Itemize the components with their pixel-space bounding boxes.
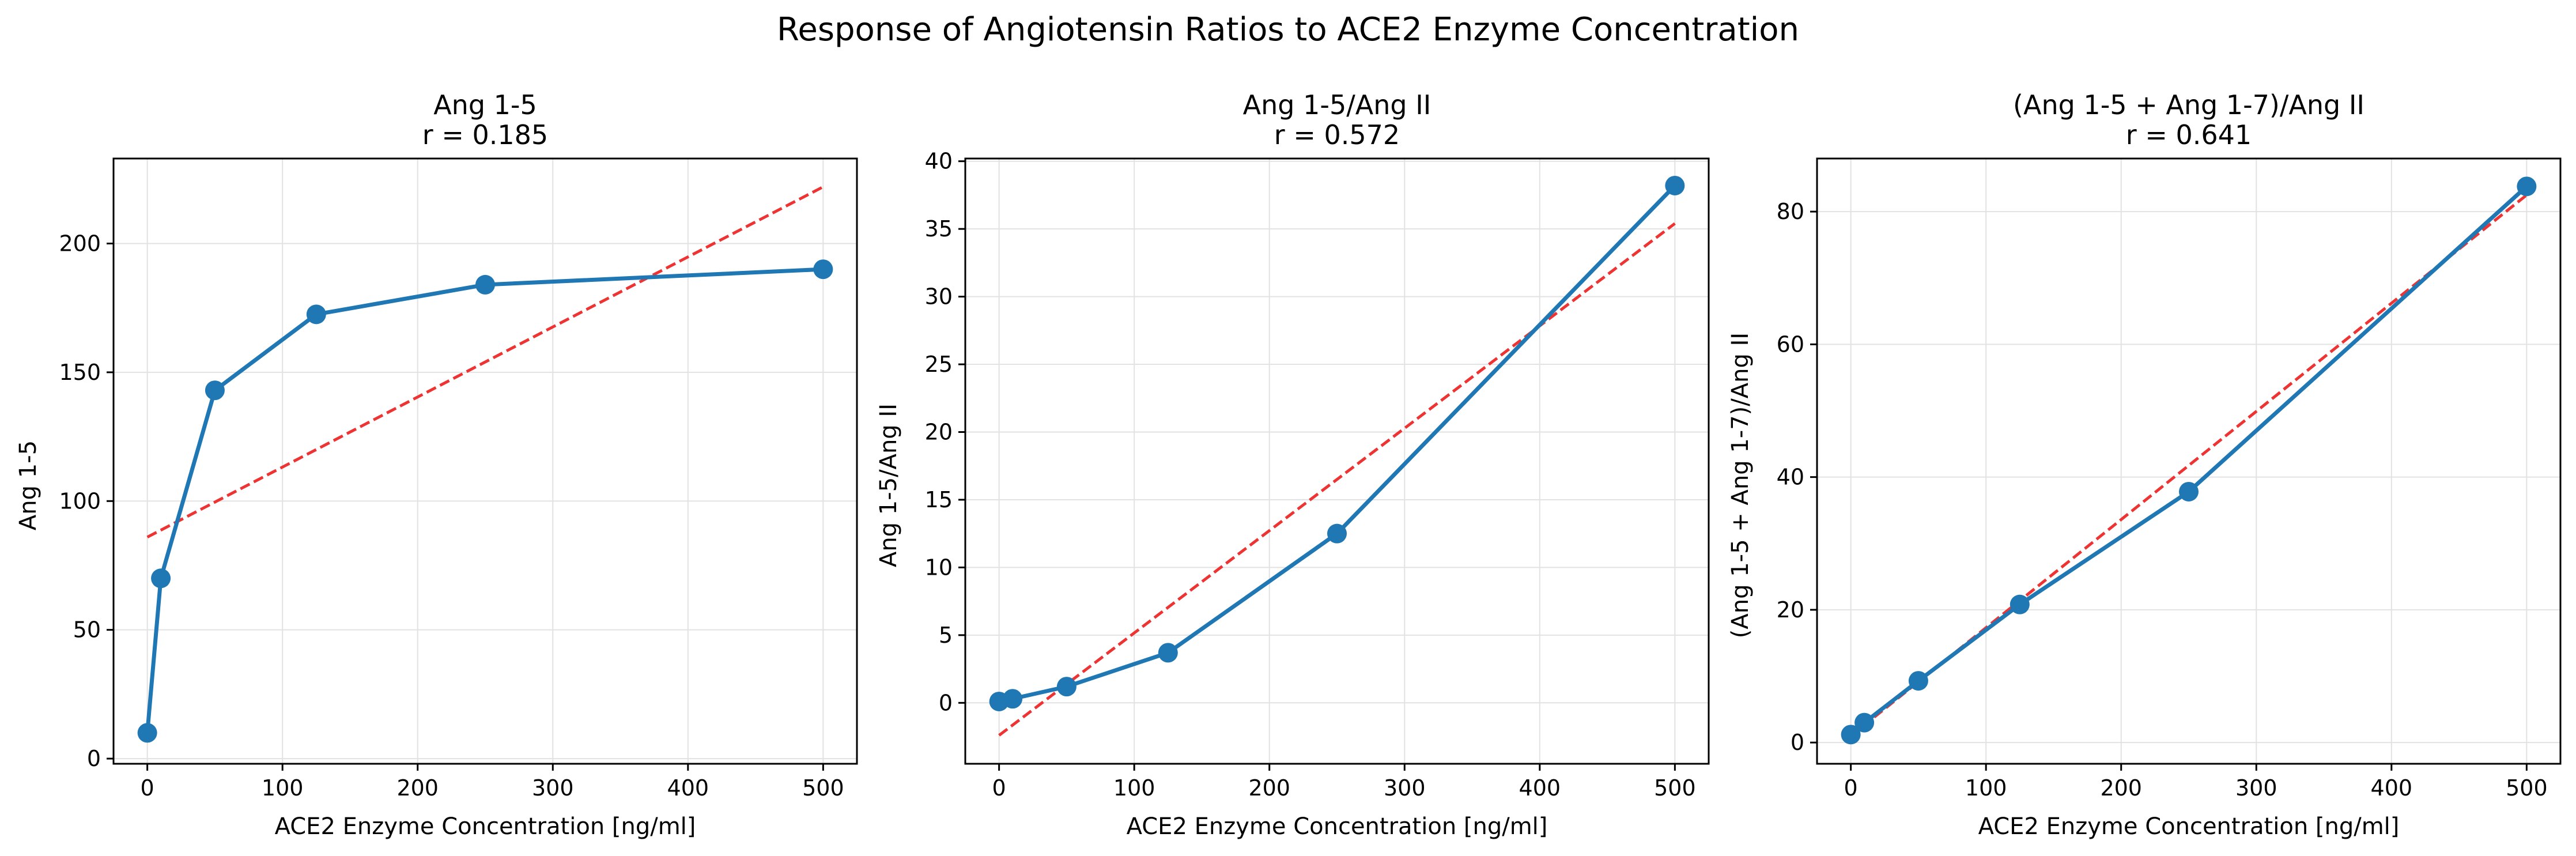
x-tick-label: 500 [2506, 775, 2548, 801]
data-point [1327, 523, 1347, 544]
y-tick-label: 200 [59, 231, 101, 256]
data-point [1056, 677, 1077, 697]
x-tick-label: 200 [2100, 775, 2142, 801]
data-point [475, 274, 495, 295]
y-axis-label: (Ang 1-5 + Ang 1-7)/Ang II [1727, 333, 1754, 638]
data-point [1158, 643, 1178, 663]
x-axis-label: ACE2 Enzyme Concentration [ng/ml] [1978, 813, 2400, 840]
axes-frame [964, 157, 1710, 765]
trend-line [146, 185, 824, 539]
x-tick-label: 400 [667, 775, 709, 801]
x-tick-label: 0 [1844, 775, 1858, 801]
x-axis-label: ACE2 Enzyme Concentration [ng/ml] [275, 813, 696, 840]
y-tick-label: 5 [939, 623, 953, 648]
y-tick-label: 0 [1791, 730, 1804, 755]
panel-correlation: r = 0.641 [2126, 119, 2252, 150]
trend-line [998, 222, 1676, 737]
x-tick-label: 100 [1113, 775, 1155, 801]
data-point [813, 259, 833, 280]
panel-correlation: r = 0.185 [422, 119, 548, 150]
data-point [151, 568, 171, 589]
x-tick-label: 300 [1384, 775, 1426, 801]
y-tick-label: 40 [1777, 465, 1804, 490]
y-tick-label: 15 [925, 487, 953, 512]
figure-suptitle: Response of Angiotensin Ratios to ACE2 E… [777, 11, 1799, 48]
panel-ang15: Ang 1-5 r = 0.185 ACE2 Enzyme Concentrat… [15, 89, 858, 840]
x-tick-label: 0 [141, 775, 154, 801]
x-tick-label: 300 [2235, 775, 2277, 801]
x-tick-label: 400 [1519, 775, 1561, 801]
panel-title: Ang 1-5/Ang II [1243, 89, 1431, 120]
axes-frame [1816, 157, 2562, 765]
data-point [2517, 176, 2537, 197]
data-point [306, 304, 326, 325]
y-tick-label: 80 [1777, 199, 1804, 224]
data-point [1003, 689, 1023, 709]
panel-ang15-ang17-angii: (Ang 1-5 + Ang 1-7)/Ang II r = 0.641 ACE… [1727, 89, 2562, 840]
series-line [145, 267, 824, 733]
x-tick-label: 500 [802, 775, 844, 801]
y-tick-label: 100 [59, 488, 101, 514]
y-axis-label: Ang 1-5/Ang II [875, 404, 902, 567]
data-point [2010, 594, 2030, 614]
data-point [2179, 481, 2199, 501]
data-point [1665, 175, 1685, 195]
x-axis-label: ACE2 Enzyme Concentration [ng/ml] [1127, 813, 1548, 840]
x-tick-label: 500 [1654, 775, 1696, 801]
data-point [137, 723, 157, 743]
data-point [1854, 712, 1875, 733]
panel-title: (Ang 1-5 + Ang 1-7)/Ang II [2013, 89, 2365, 120]
y-tick-label: 25 [925, 352, 953, 377]
y-tick-label: 10 [925, 555, 953, 580]
y-tick-label: 40 [925, 149, 953, 174]
panel-correlation: r = 0.572 [1274, 119, 1400, 150]
x-tick-label: 200 [396, 775, 439, 801]
x-tick-label: 200 [1248, 775, 1290, 801]
y-axis-label: Ang 1-5 [15, 440, 41, 530]
x-tick-label: 0 [992, 775, 1006, 801]
y-tick-label: 20 [925, 419, 953, 444]
data-point [205, 380, 225, 401]
panel-title: Ang 1-5 [433, 89, 537, 120]
y-tick-label: 0 [939, 690, 953, 715]
y-tick-label: 50 [73, 617, 101, 643]
y-tick-label: 60 [1777, 331, 1804, 357]
x-tick-label: 400 [2371, 775, 2413, 801]
data-point [1841, 725, 1861, 745]
x-tick-label: 300 [532, 775, 574, 801]
data-point [1908, 671, 1928, 691]
y-tick-label: 150 [59, 360, 101, 385]
y-tick-label: 20 [1777, 597, 1804, 623]
y-tick-label: 0 [87, 746, 101, 771]
panel-ang15-angii: Ang 1-5/Ang II r = 0.572 ACE2 Enzyme Con… [875, 89, 1710, 840]
y-tick-label: 30 [925, 284, 953, 310]
x-tick-label: 100 [1965, 775, 2007, 801]
x-tick-label: 100 [262, 775, 304, 801]
y-tick-label: 35 [925, 216, 953, 242]
axes-frame [112, 157, 858, 765]
